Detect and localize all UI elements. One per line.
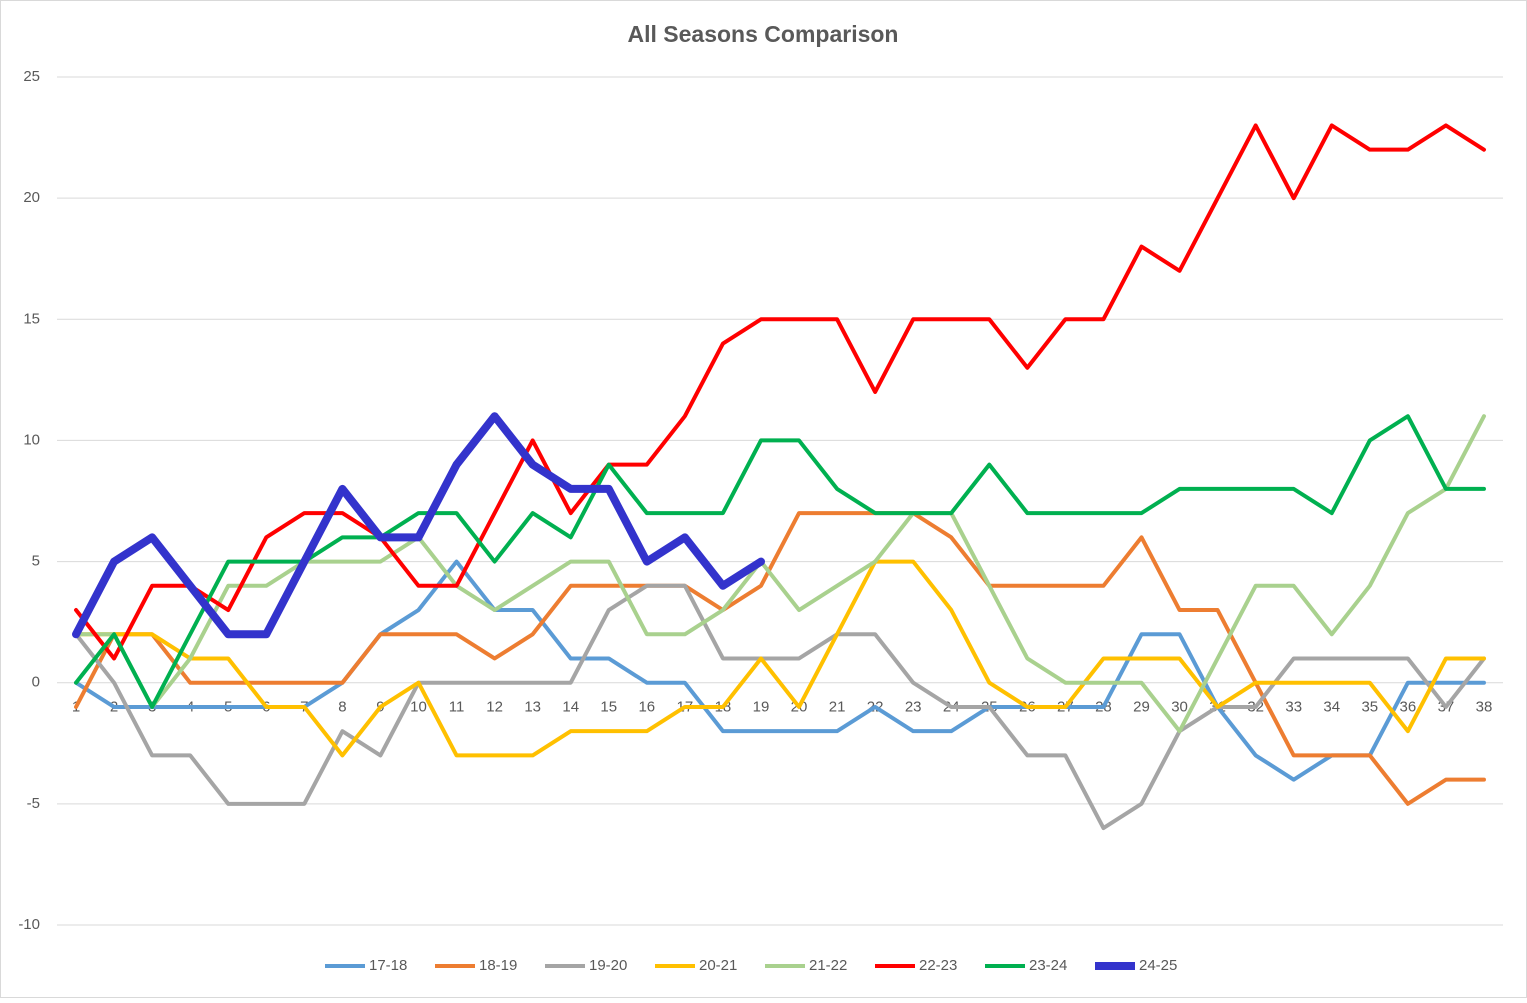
- x-tick-label: 11: [449, 699, 465, 716]
- series-line: [74, 123, 1486, 661]
- y-tick-label: 10: [23, 431, 40, 448]
- x-tick-label: 8: [338, 699, 346, 716]
- y-tick-label: 25: [23, 68, 40, 85]
- series-line: [74, 414, 1486, 734]
- legend-label: 23-24: [1029, 957, 1067, 974]
- x-tick-label: 34: [1323, 699, 1340, 716]
- legend-label: 18-19: [479, 957, 517, 974]
- y-tick-label: 0: [32, 674, 40, 691]
- series-line: [74, 583, 1486, 831]
- x-tick-label: 13: [524, 699, 541, 716]
- x-tick-label: 10: [410, 699, 427, 716]
- y-tick-label: 20: [23, 189, 40, 206]
- x-tick-label: 30: [1171, 699, 1188, 716]
- legend-label: 24-25: [1139, 957, 1177, 974]
- y-tick-label: 5: [32, 553, 40, 570]
- series-line: [72, 412, 765, 639]
- x-tick-label: 14: [562, 699, 579, 716]
- x-tick-label: 16: [638, 699, 655, 716]
- legend-label: 22-23: [919, 957, 957, 974]
- x-tick-label: 33: [1285, 699, 1302, 716]
- x-tick-label: 35: [1361, 699, 1378, 716]
- x-tick-label: 21: [829, 699, 846, 716]
- series-line: [74, 559, 1486, 782]
- legend-label: 19-20: [589, 957, 627, 974]
- x-tick-label: 29: [1133, 699, 1150, 716]
- legend-label: 17-18: [369, 957, 407, 974]
- y-tick-label: 15: [23, 310, 40, 327]
- chart-title: All Seasons Comparison: [628, 21, 899, 47]
- y-tick-label: -10: [18, 916, 40, 933]
- x-tick-label: 23: [905, 699, 922, 716]
- series-line: [74, 511, 1486, 806]
- x-tick-label: 19: [753, 699, 770, 716]
- series-line: [74, 559, 1486, 758]
- x-tick-label: 15: [600, 699, 617, 716]
- x-tick-label: 36: [1400, 699, 1417, 716]
- x-tick-label: 12: [486, 699, 503, 716]
- x-tick-label: 38: [1476, 699, 1493, 716]
- y-tick-label: -5: [27, 795, 40, 812]
- legend-label: 21-22: [809, 957, 847, 974]
- legend-label: 20-21: [699, 957, 737, 974]
